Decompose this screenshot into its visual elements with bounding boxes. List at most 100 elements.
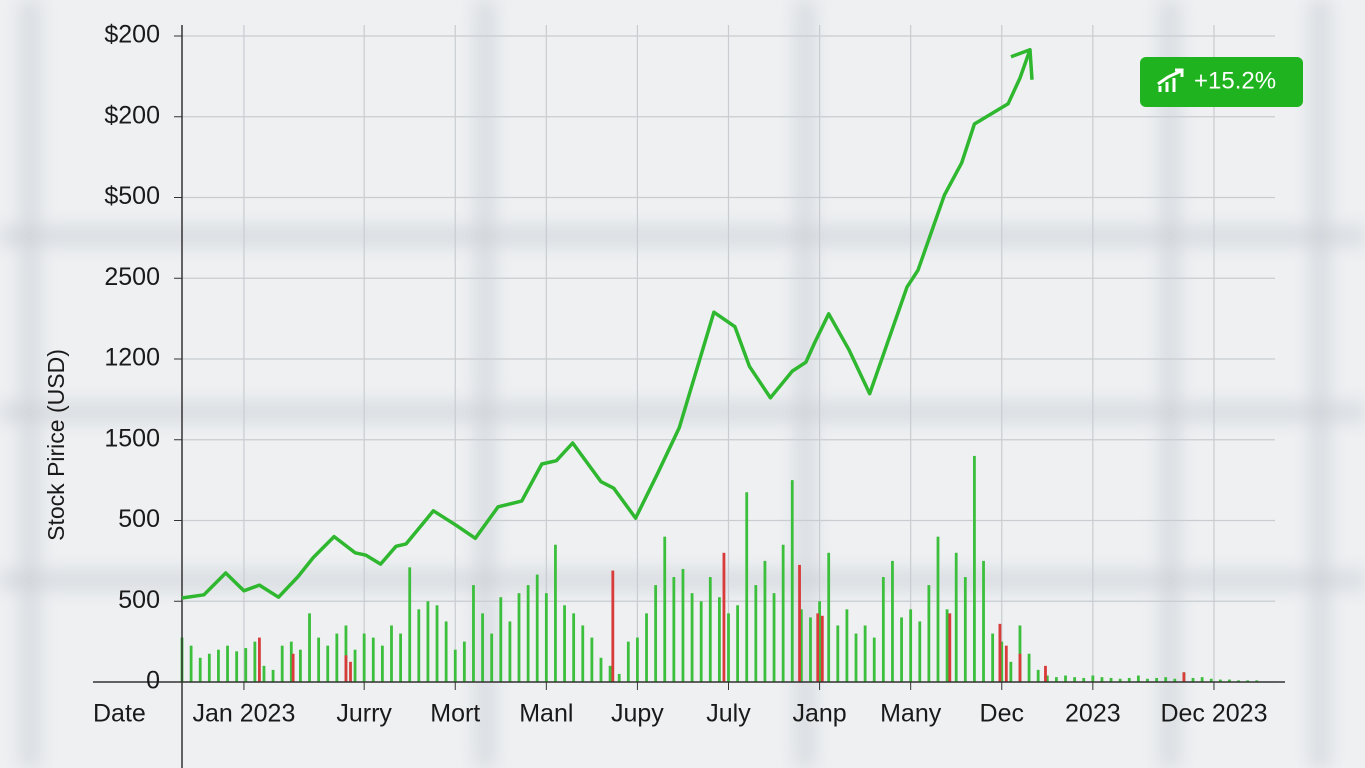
- volume-bar: [462, 641, 466, 682]
- volume-bar: [1018, 653, 1022, 682]
- volume-bar: [453, 649, 457, 682]
- volume-bar: [349, 661, 352, 682]
- volume-bar: [1009, 661, 1013, 682]
- volume-bar: [599, 657, 603, 682]
- volume-bar: [344, 655, 348, 682]
- volume-bar: [535, 574, 539, 682]
- y-tick-label: 2500: [104, 263, 160, 291]
- volume-bar: [799, 609, 803, 682]
- volume-bar: [945, 609, 949, 682]
- volume-bar: [371, 637, 375, 682]
- volume-bar: [836, 625, 840, 682]
- volume-bar: [991, 633, 995, 682]
- volume-bar: [326, 645, 330, 682]
- grid: [182, 25, 1275, 683]
- volume-bar: [820, 615, 824, 682]
- badge: +15.2%: [1140, 57, 1303, 107]
- volume-bar: [291, 653, 295, 682]
- volume-bar: [611, 570, 615, 682]
- volume-bar: [998, 623, 1002, 682]
- volume-bar: [827, 552, 831, 682]
- x-tick-label: Dec: [980, 700, 1024, 728]
- volume-bar: [1136, 675, 1140, 682]
- volume-bar: [1173, 678, 1177, 682]
- volume-bar: [353, 649, 357, 682]
- volume-bar: [891, 560, 894, 682]
- volume-bar: [226, 645, 229, 682]
- volume-bar: [189, 645, 193, 682]
- volume-bar: [554, 544, 557, 682]
- volume-bar: [472, 585, 475, 682]
- y-tick-label: $200: [104, 21, 160, 49]
- x-tick-label: July: [706, 700, 751, 728]
- volume-bar: [690, 593, 694, 682]
- x-tick-label: Jurry: [336, 700, 392, 728]
- volume-bar: [1004, 645, 1008, 682]
- volume-bar: [722, 552, 726, 682]
- volume-bar: [426, 601, 430, 682]
- y-tick-label: 0: [146, 667, 160, 695]
- y-tick-label: 500: [118, 586, 160, 614]
- x-tick-label: Janp: [792, 700, 846, 728]
- x-tick-label: Manl: [519, 700, 573, 728]
- volume-bar: [772, 593, 776, 682]
- volume-bar: [1155, 677, 1158, 682]
- y-tick-label: $200: [104, 101, 160, 129]
- volume-bar: [1246, 680, 1250, 682]
- volume-bar: [672, 577, 676, 682]
- volume-bar: [1045, 675, 1049, 682]
- volume-bar: [235, 651, 239, 682]
- volume-bar: [863, 625, 867, 682]
- badge-text: +15.2%: [1194, 67, 1276, 94]
- volume-bar: [909, 609, 913, 682]
- volume-bar: [1064, 675, 1067, 682]
- volume-bar: [948, 613, 952, 682]
- volume-bar: [1182, 672, 1186, 682]
- volume-bar: [1191, 677, 1195, 682]
- volume-bar: [317, 637, 321, 682]
- volume-bar: [809, 617, 812, 682]
- volume-bar: [1127, 677, 1131, 682]
- volume-bar: [717, 597, 721, 682]
- volume-bar: [207, 653, 211, 682]
- volume-bar: [544, 593, 548, 682]
- y-tick-label: 500: [118, 505, 160, 533]
- volume-bar: [936, 536, 940, 682]
- volume-bar: [390, 625, 393, 682]
- volume-bar: [636, 637, 639, 682]
- volume-bar: [1218, 679, 1222, 682]
- x-tick-label: Dec 2023: [1160, 700, 1267, 728]
- volume-bars: [180, 455, 1259, 682]
- volume-bar: [308, 613, 311, 682]
- volume-bar: [1118, 678, 1122, 682]
- line: [181, 49, 1032, 600]
- volume-bar: [408, 567, 412, 682]
- volume-bar: [900, 617, 903, 682]
- volume-bar: [1055, 677, 1058, 682]
- badge-icon: [1157, 68, 1184, 92]
- volume-bar: [1200, 677, 1204, 682]
- volume-bar: [335, 633, 339, 682]
- volume-bar: [262, 665, 266, 682]
- volume-bar: [1036, 669, 1040, 682]
- x-tick-label: Many: [880, 700, 942, 728]
- volume-bar: [626, 641, 630, 682]
- volume-bar: [1082, 677, 1086, 682]
- volume-bar: [954, 552, 958, 682]
- volume-bar: [590, 637, 594, 682]
- volume-bar: [490, 633, 494, 682]
- volume-bar: [872, 637, 876, 682]
- volume-bar: [435, 605, 439, 682]
- volume-bar: [444, 621, 448, 682]
- volume-bar: [499, 597, 503, 682]
- volume-bar: [1027, 653, 1031, 682]
- volume-bar: [253, 641, 257, 682]
- volume-bar: [816, 613, 820, 682]
- volume-bar: [708, 577, 712, 682]
- y-tick-label: 1500: [104, 424, 160, 452]
- volume-bar: [1209, 678, 1213, 682]
- volume-bar: [1073, 677, 1077, 682]
- volume-bar: [563, 605, 566, 682]
- volume-bar: [918, 621, 922, 682]
- volume-bar: [845, 609, 849, 682]
